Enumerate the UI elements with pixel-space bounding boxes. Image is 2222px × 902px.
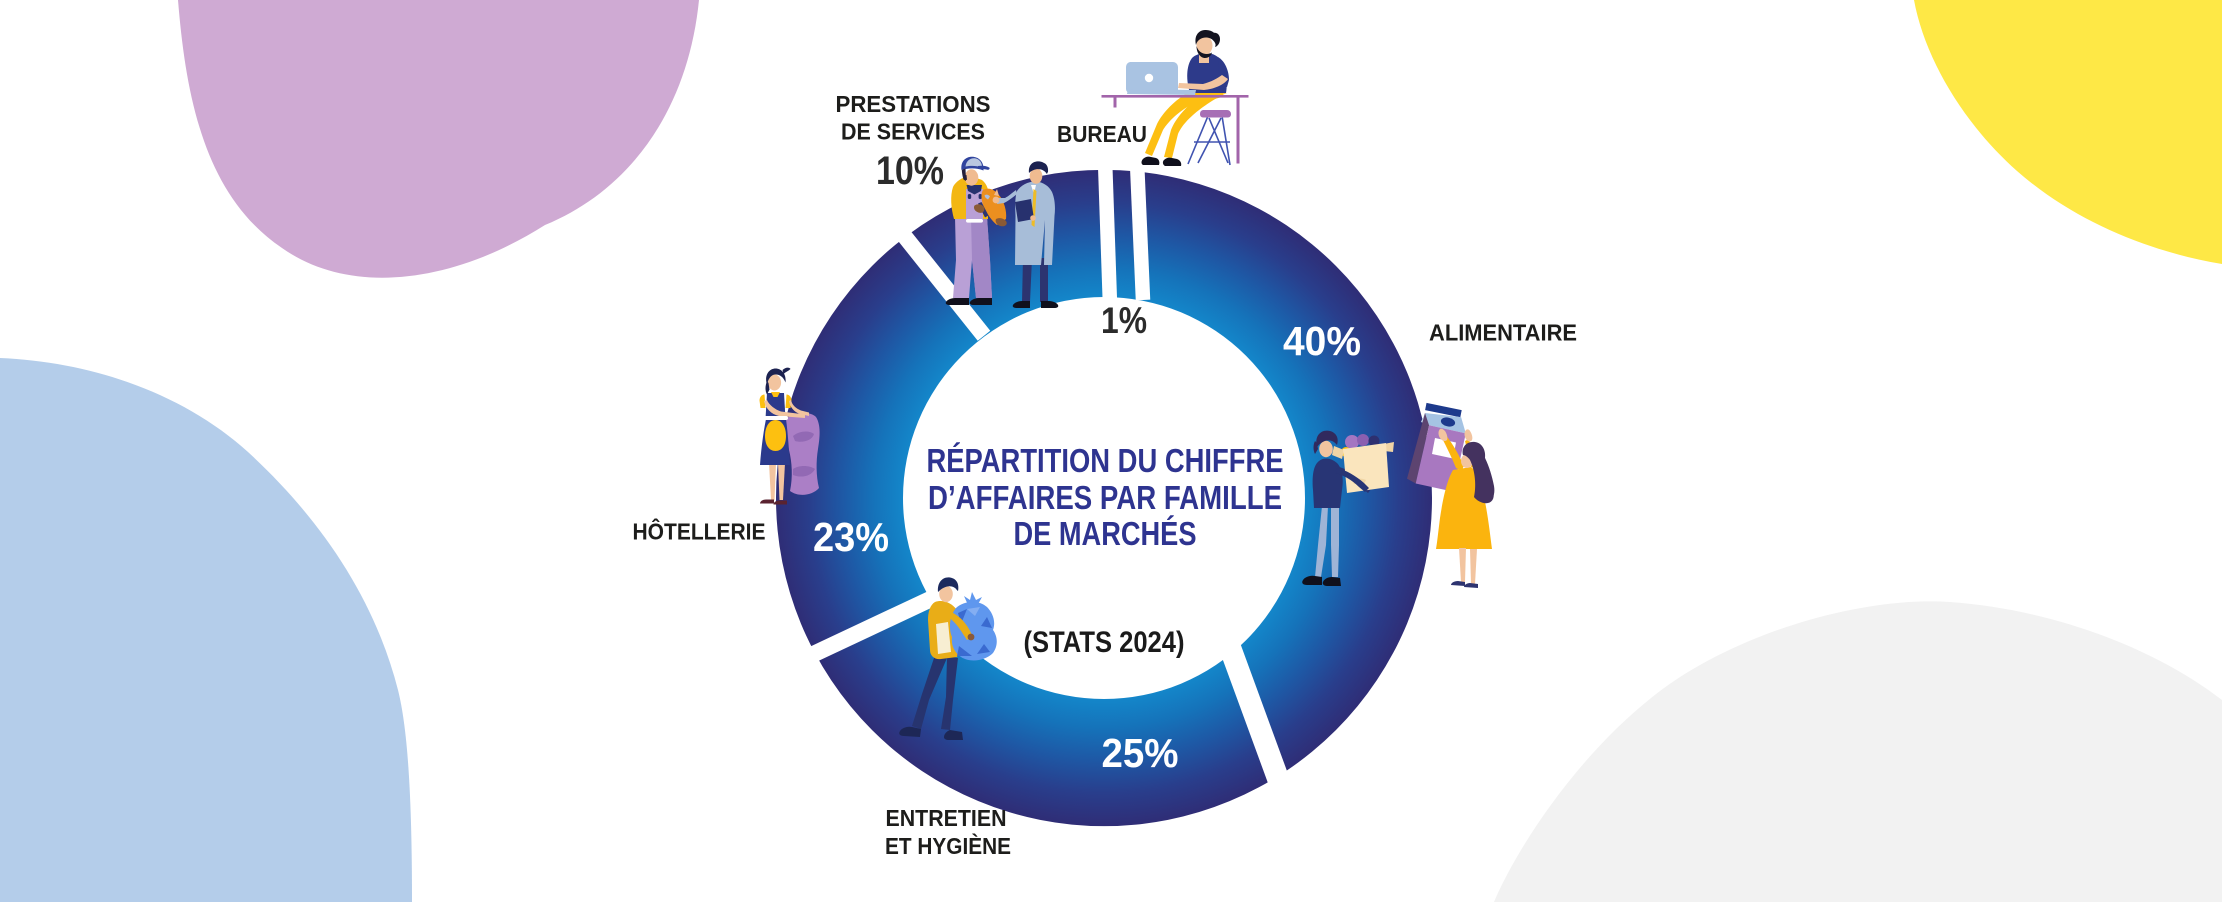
- svg-text:ET HYGIÈNE: ET HYGIÈNE: [885, 832, 1011, 859]
- svg-text:ENTRETIEN: ENTRETIEN: [886, 805, 1007, 831]
- svg-text:1%: 1%: [1101, 300, 1147, 341]
- svg-text:ALIMENTAIRE: ALIMENTAIRE: [1429, 320, 1577, 346]
- svg-text:BUREAU: BUREAU: [1057, 121, 1147, 147]
- svg-text:25%: 25%: [1102, 730, 1179, 776]
- svg-text:PRESTATIONS: PRESTATIONS: [836, 91, 991, 117]
- svg-text:RÉPARTITION DU CHIFFRE: RÉPARTITION DU CHIFFRE: [927, 442, 1284, 480]
- svg-text:10%: 10%: [876, 149, 944, 193]
- svg-text:23%: 23%: [813, 514, 889, 560]
- svg-text:(STATS 2024): (STATS 2024): [1024, 626, 1185, 659]
- svg-text:DE MARCHÉS: DE MARCHÉS: [1014, 515, 1197, 553]
- svg-text:DE SERVICES: DE SERVICES: [841, 119, 985, 145]
- svg-text:HÔTELLERIE: HÔTELLERIE: [633, 518, 766, 545]
- svg-text:D’AFFAIRES PAR FAMILLE: D’AFFAIRES PAR FAMILLE: [928, 480, 1282, 517]
- svg-text:40%: 40%: [1283, 318, 1361, 364]
